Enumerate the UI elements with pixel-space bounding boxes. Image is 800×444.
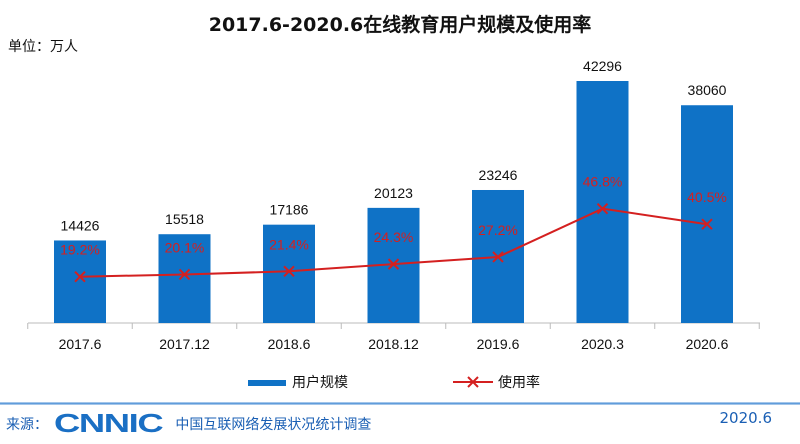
x-tick-label: 2020.6 bbox=[686, 336, 729, 352]
bar-2018.6 bbox=[263, 224, 315, 323]
footer-source: 来源： CNNIC 中国互联网络发展状况统计调查 bbox=[6, 408, 371, 439]
bar-2020.6 bbox=[681, 105, 733, 323]
legend-bar-swatch bbox=[248, 380, 286, 386]
bar-2017.12 bbox=[158, 234, 211, 323]
source-org: 中国互联网络发展状况统计调查 bbox=[175, 416, 372, 433]
chart-title: 2017.6-2020.6在线教育用户规模及使用率 bbox=[208, 14, 592, 36]
bar-value-label: 20123 bbox=[374, 185, 413, 201]
bar-2020.3 bbox=[576, 81, 629, 323]
rate-label: 40.5% bbox=[687, 189, 727, 205]
rate-label: 46.8% bbox=[583, 174, 623, 190]
rate-marker bbox=[701, 218, 713, 230]
cnnic-logo: CNNIC bbox=[54, 408, 164, 438]
rate-marker bbox=[492, 251, 504, 263]
rate-marker bbox=[178, 268, 191, 281]
footer-date: 2020.6 bbox=[719, 409, 773, 427]
bar-2017.6 bbox=[54, 240, 106, 323]
bar-value-label: 14426 bbox=[61, 217, 100, 233]
rate-marker bbox=[596, 202, 609, 215]
unit-label: 单位：万人 bbox=[8, 39, 78, 55]
rate-label: 20.1% bbox=[165, 239, 205, 255]
rate-label: 19.2% bbox=[60, 242, 100, 258]
legend-line-swatch bbox=[453, 376, 493, 388]
source-label: 来源： bbox=[6, 416, 48, 433]
x-tick-label: 2020.3 bbox=[581, 336, 624, 352]
rate-label: 27.2% bbox=[478, 222, 518, 238]
footer-divider bbox=[0, 402, 800, 405]
rate-label: 21.4% bbox=[269, 236, 309, 252]
bar-value-label: 23246 bbox=[479, 167, 518, 183]
bar-value-label: 15518 bbox=[165, 211, 204, 227]
x-tick-label: 2018.6 bbox=[268, 336, 311, 352]
rate-marker bbox=[387, 258, 400, 270]
x-tick-label: 2019.6 bbox=[477, 336, 520, 352]
x-tick-label: 2017.6 bbox=[59, 336, 102, 352]
rate-marker bbox=[283, 265, 295, 277]
legend-bar-label: 用户规模 bbox=[292, 375, 348, 391]
bar-value-label: 38060 bbox=[688, 82, 727, 98]
x-tick-label: 2017.12 bbox=[159, 336, 210, 352]
legend-line-label: 使用率 bbox=[498, 375, 540, 391]
bar-value-label: 17186 bbox=[270, 202, 309, 218]
bar-value-label: 42296 bbox=[583, 58, 622, 74]
x-tick-label: 2018.12 bbox=[368, 336, 419, 352]
rate-label: 24.3% bbox=[374, 229, 414, 245]
rate-marker bbox=[74, 270, 86, 283]
